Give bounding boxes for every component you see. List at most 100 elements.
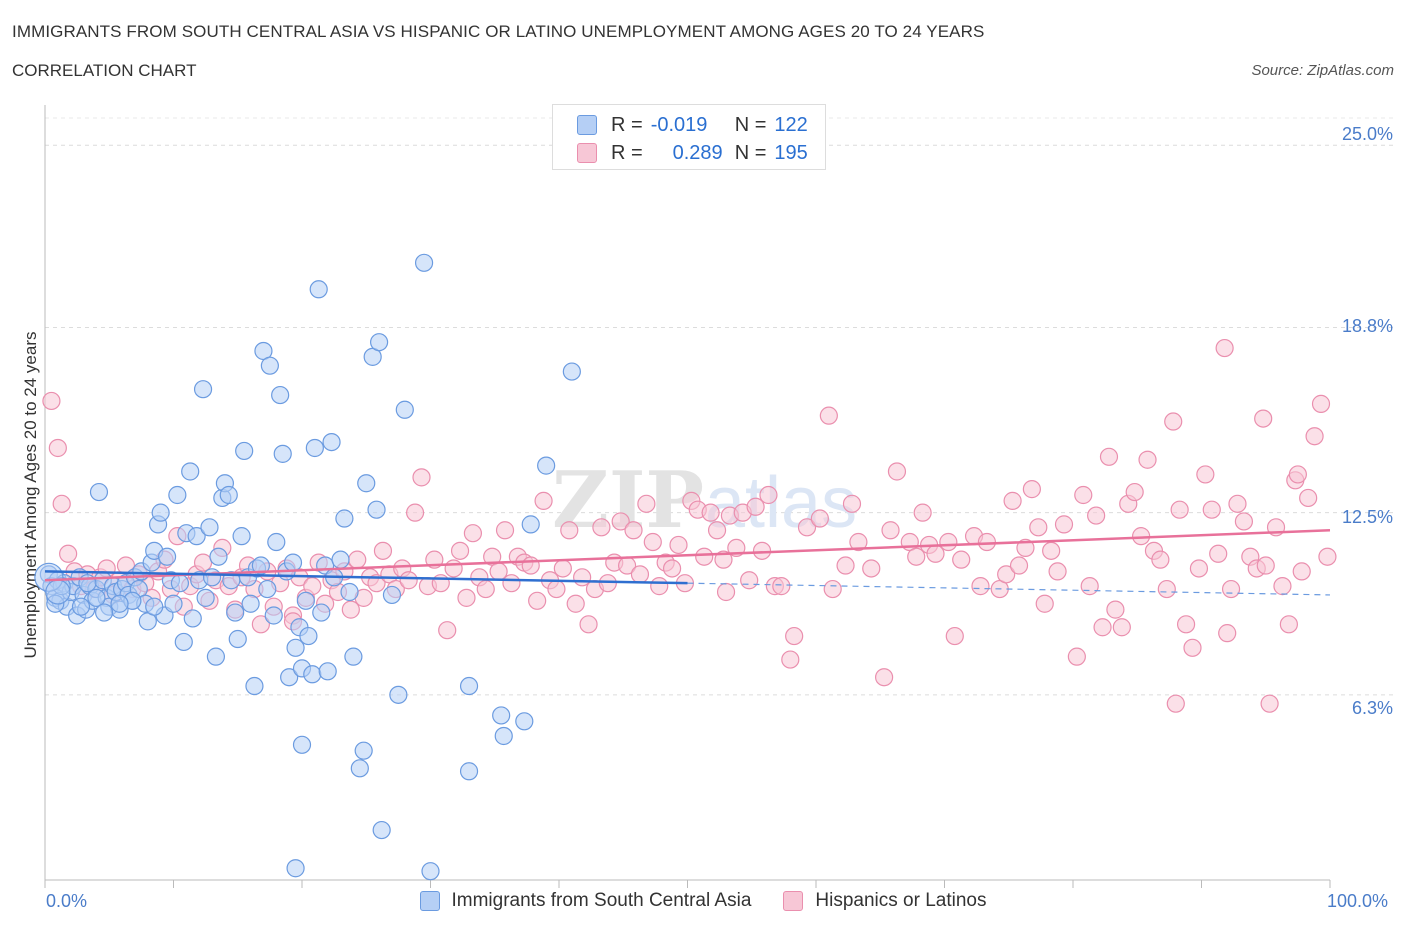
data-point-hispanic <box>348 550 367 569</box>
data-point-hispanic <box>463 524 483 543</box>
data-point-hispanic <box>1029 518 1048 537</box>
data-point-immigrant <box>286 859 305 878</box>
data-point-hispanic <box>1196 465 1215 484</box>
data-point-immigrant <box>151 503 170 522</box>
data-point-hispanic <box>1218 624 1237 643</box>
legend-r-value: 0.289 <box>672 141 723 164</box>
legend-n-label: N = <box>734 113 767 136</box>
data-point-immigrant <box>271 385 290 405</box>
data-point-immigrant <box>354 741 373 760</box>
data-point-hispanic <box>716 582 736 602</box>
data-point-hispanic <box>560 521 579 540</box>
data-point-immigrant <box>273 444 292 463</box>
data-point-hispanic <box>997 565 1016 584</box>
data-point-hispanic <box>1279 615 1298 634</box>
data-point-hispanic <box>1305 427 1324 446</box>
data-point-immigrant <box>157 547 177 566</box>
data-point-hispanic <box>746 497 765 516</box>
data-point-immigrant <box>335 509 354 528</box>
data-point-immigrant <box>492 706 511 725</box>
data-point-immigrant <box>206 647 226 666</box>
trendline-immigrant-extension <box>687 582 1331 596</box>
data-point-immigrant <box>305 438 324 458</box>
data-point-hispanic <box>1035 594 1054 613</box>
data-point-immigrant <box>312 603 331 622</box>
data-point-hispanic <box>373 541 393 560</box>
data-point-hispanic <box>1318 547 1337 566</box>
chart-title: IMMIGRANTS FROM SOUTH CENTRAL ASIA VS HI… <box>12 22 985 41</box>
data-point-immigrant <box>372 820 391 840</box>
data-point-hispanic <box>810 509 829 528</box>
data-point-hispanic <box>476 579 495 599</box>
data-point-hispanic <box>1299 488 1318 508</box>
legend-item-label: Hispanics or Latinos <box>815 890 987 911</box>
data-point-hispanic <box>752 541 772 560</box>
data-point-immigrant <box>45 579 71 605</box>
data-point-hispanic <box>457 588 476 607</box>
data-point-hispanic <box>1003 491 1022 510</box>
data-point-hispanic <box>785 626 804 646</box>
data-point-hispanic <box>547 579 566 599</box>
legend-n-value: 122 <box>774 113 808 136</box>
data-point-immigrant <box>202 568 222 587</box>
data-point-immigrant <box>562 362 581 381</box>
data-point-hispanic <box>528 591 547 610</box>
correlation-legend: R = -0.019 N = 122 R = 0.289 N = 195 <box>552 104 826 170</box>
data-point-immigrant <box>267 532 286 552</box>
data-point-hispanic <box>707 521 727 540</box>
data-point-hispanic <box>637 494 656 513</box>
data-point-immigrant <box>459 676 479 696</box>
data-point-immigrant <box>145 597 164 616</box>
data-point-hispanic <box>438 621 457 640</box>
data-point-hispanic <box>630 565 650 584</box>
blue-swatch-icon <box>577 115 597 135</box>
data-point-hispanic <box>251 615 270 634</box>
data-point-immigrant <box>71 597 91 616</box>
data-point-hispanic <box>1074 485 1093 505</box>
data-point-hispanic <box>1054 515 1074 534</box>
legend-row-pink: R = 0.289 N = 195 <box>577 141 808 165</box>
data-point-immigrant <box>264 606 283 625</box>
watermark: atlas <box>705 463 857 543</box>
data-point-immigrant <box>421 862 440 881</box>
legend-item-immigrants: Immigrants from South Central Asia <box>419 890 751 912</box>
data-point-hispanic <box>862 559 881 578</box>
data-point-hispanic <box>1138 450 1157 469</box>
data-point-immigrant <box>322 432 341 452</box>
data-point-immigrant <box>340 582 359 602</box>
data-point-immigrant <box>170 574 190 593</box>
data-point-immigrant <box>89 482 109 502</box>
data-point-hispanic <box>1288 465 1307 484</box>
data-point-hispanic <box>1042 541 1061 560</box>
data-point-hispanic <box>1234 512 1254 531</box>
data-point-hispanic <box>1164 412 1183 431</box>
data-point-hispanic <box>939 532 958 552</box>
y-tick-label-12-5: 12.5% <box>1341 507 1393 527</box>
data-point-hispanic <box>1209 544 1228 563</box>
data-point-hispanic <box>907 547 926 566</box>
data-point-hispanic <box>1256 556 1275 575</box>
data-point-hispanic <box>1202 500 1221 519</box>
data-point-hispanic <box>566 594 585 613</box>
data-point-immigrant <box>331 550 350 569</box>
data-point-hispanic <box>444 559 463 578</box>
y-tick-label-18-8: 18.8% <box>1341 316 1393 336</box>
data-point-immigrant <box>251 556 270 575</box>
data-point-immigrant <box>395 400 414 419</box>
data-point-hispanic <box>367 574 386 593</box>
data-point-hispanic <box>431 574 450 593</box>
legend-n-value: 195 <box>774 141 808 164</box>
data-point-hispanic <box>502 574 521 593</box>
data-point-hispanic <box>1176 615 1196 634</box>
trendline-immigrant <box>44 570 688 585</box>
data-point-hispanic <box>1189 559 1209 578</box>
data-point-hispanic <box>579 615 598 634</box>
data-point-hispanic <box>1151 550 1170 569</box>
data-point-immigrant <box>87 588 106 607</box>
data-point-hispanic <box>1183 638 1202 657</box>
source-label: Source: ZipAtlas.com <box>1251 62 1394 79</box>
data-point-immigrant <box>181 462 200 481</box>
blue-swatch-icon <box>419 891 440 911</box>
data-point-hispanic <box>553 559 572 578</box>
data-point-immigrant <box>168 485 187 505</box>
